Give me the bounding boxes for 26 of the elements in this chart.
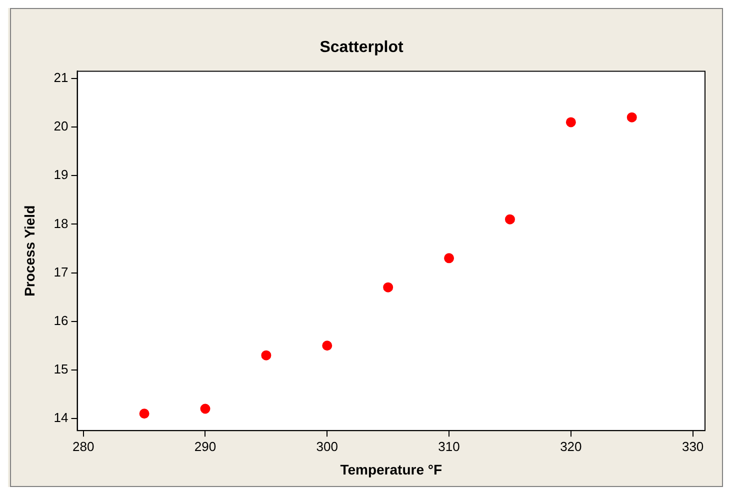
point — [139, 408, 150, 419]
chart-title: Scatterplot — [320, 39, 404, 56]
y-tick-label: 14 — [54, 410, 68, 426]
x-tick-label: 320 — [560, 438, 582, 454]
x-axis-title: Temperature °F — [340, 461, 442, 478]
point — [383, 282, 394, 292]
point — [504, 214, 515, 224]
y-tick-label: 21 — [54, 70, 68, 86]
y-tick-label: 20 — [54, 118, 68, 134]
x-tick-label: 330 — [682, 438, 704, 454]
point — [444, 253, 454, 264]
y-tick-label: 18 — [54, 216, 68, 231]
point — [261, 350, 272, 360]
point — [566, 117, 576, 128]
x-tick-label: 300 — [316, 438, 338, 454]
y-axis-title: Process Yield — [21, 205, 38, 296]
x-tick-label: 280 — [72, 438, 94, 454]
point — [626, 112, 637, 122]
y-tick-label: 17 — [54, 264, 68, 280]
y-tick-label: 16 — [54, 312, 68, 328]
x-tick-label: 290 — [194, 438, 216, 454]
y-tick-label: 19 — [54, 167, 68, 182]
point — [200, 404, 210, 414]
x-tick-label: 310 — [438, 438, 460, 454]
point — [322, 340, 332, 351]
y-tick-label: 15 — [54, 361, 68, 376]
